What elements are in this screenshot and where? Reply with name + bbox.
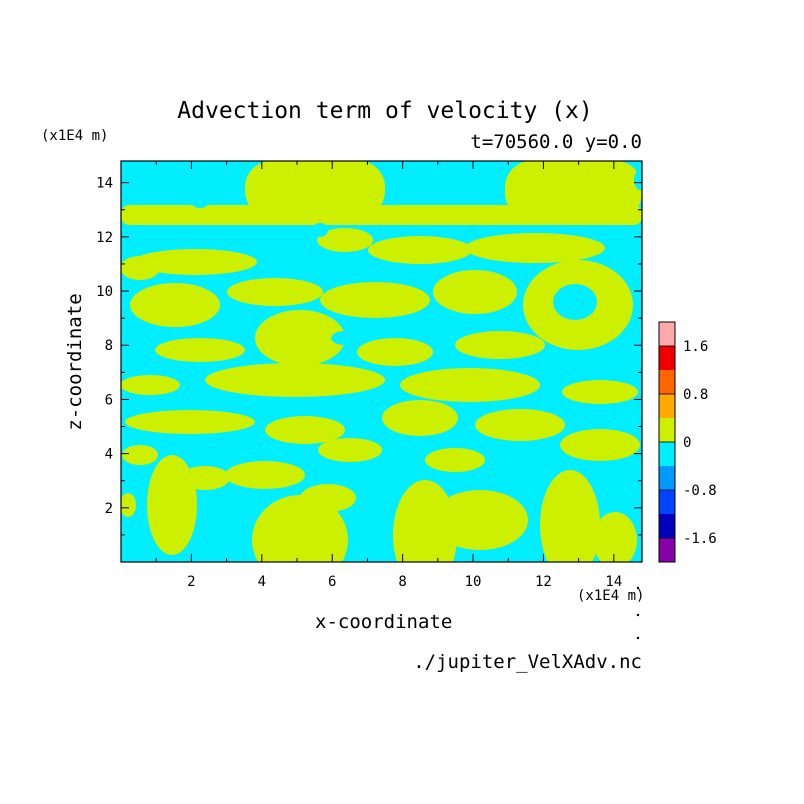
colorbar-label: 0.8 (683, 387, 708, 403)
x-axis-label: x-coordinate (315, 611, 453, 633)
positive-region (465, 233, 605, 263)
positive-region (382, 400, 458, 436)
colorbar-segment (659, 394, 675, 418)
positive-region (130, 283, 220, 327)
chart-subtitle: t=70560.0 y=0.0 (470, 131, 642, 153)
positive-region (432, 490, 528, 550)
positive-region (121, 256, 160, 280)
x-tick-label: 14 (605, 574, 622, 590)
chart-title: Advection term of velocity (x) (177, 98, 593, 124)
colorbar-label: 1.6 (683, 339, 708, 355)
positive-region (121, 205, 642, 225)
positive-region (155, 338, 245, 362)
y-axis-unit: (x1E4 m) (41, 128, 109, 144)
positive-region (505, 161, 642, 219)
positive-region (318, 438, 382, 462)
negative-region (331, 331, 359, 345)
colorbar-segment (659, 322, 675, 346)
positive-region (133, 249, 257, 275)
colorbar-label: 0 (683, 435, 691, 451)
y-axis-ticks: 2 4 6 8 10 12 14 (96, 176, 642, 536)
y-tick-label: 14 (96, 176, 113, 192)
dot-mark (636, 613, 640, 617)
x-tick-label: 12 (535, 574, 552, 590)
source-filename: ./jupiter_VelXAdv.nc (413, 651, 642, 673)
positive-region (425, 448, 485, 472)
positive-region (593, 512, 637, 562)
positive-region (455, 331, 545, 359)
positive-region (255, 310, 345, 366)
positive-region (227, 278, 323, 306)
colorbar-label: -0.8 (683, 483, 717, 499)
colorbar: 1.6 0.8 0 -0.8 -1.6 (658, 321, 717, 563)
positive-regions (121, 161, 642, 562)
positive-region (393, 480, 457, 562)
positive-region (125, 410, 255, 434)
positive-region (320, 282, 430, 318)
x-tick-label: 8 (398, 574, 406, 590)
x-axis-unit: (x1E4 m) (577, 588, 645, 604)
negative-region (285, 404, 315, 416)
positive-region (562, 380, 638, 404)
positive-region (357, 338, 433, 366)
y-tick-label: 10 (96, 284, 113, 300)
colorbar-segment (659, 490, 675, 514)
negative-region (553, 284, 597, 320)
y-tick-label: 4 (105, 447, 113, 463)
y-tick-label: 6 (105, 392, 113, 408)
colorbar-segment (659, 418, 675, 442)
negative-region (634, 170, 642, 190)
positive-region (122, 445, 158, 465)
x-axis-ticks: 2 4 6 8 10 12 14 (155, 161, 622, 590)
positive-region (560, 429, 640, 461)
y-tick-label: 2 (105, 501, 113, 517)
colorbar-segment (659, 514, 675, 538)
colorbar-segment (659, 442, 675, 466)
x-tick-label: 4 (258, 574, 266, 590)
colorbar-label: -1.6 (683, 531, 717, 547)
colorbar-segment (659, 538, 675, 562)
y-tick-label: 8 (105, 338, 113, 354)
x-tick-label: 10 (465, 574, 482, 590)
negative-region (312, 223, 328, 237)
x-tick-label: 2 (187, 574, 195, 590)
positive-region (475, 409, 565, 441)
dot-mark (636, 636, 640, 640)
negative-region (190, 192, 210, 208)
positive-region (121, 375, 180, 395)
positive-region (180, 466, 230, 490)
colorbar-segment (659, 466, 675, 490)
positive-region (368, 236, 472, 264)
positive-region (225, 461, 305, 489)
x-tick-label: 6 (328, 574, 336, 590)
plot-frame (120, 160, 643, 563)
positive-region (540, 470, 600, 562)
positive-region (300, 484, 356, 512)
colorbar-segment (659, 346, 675, 370)
decorative-marks (636, 586, 640, 640)
positive-region (265, 416, 345, 444)
y-tick-label: 12 (96, 230, 113, 246)
positive-region (205, 363, 385, 397)
dot-mark (636, 586, 640, 590)
positive-region (245, 161, 385, 217)
colorbar-segment (659, 370, 675, 394)
positive-region (121, 493, 136, 517)
positive-region (433, 270, 517, 314)
positive-region (317, 228, 373, 252)
positive-region (400, 368, 540, 402)
